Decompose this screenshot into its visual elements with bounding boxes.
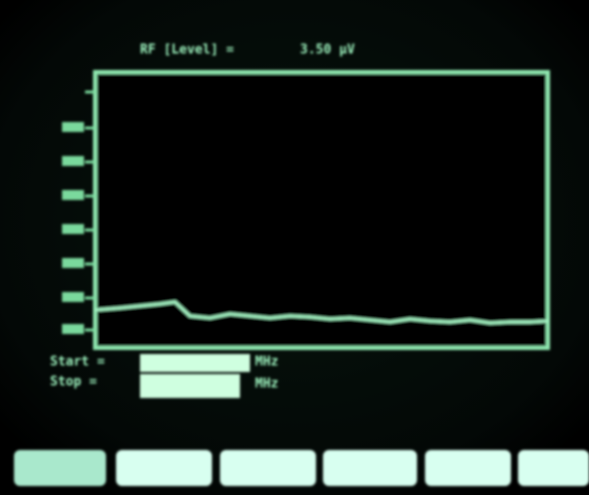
softkey[interactable] <box>518 450 589 486</box>
softkey[interactable] <box>323 450 417 486</box>
start-unit: MHz <box>255 355 278 370</box>
start-field[interactable] <box>140 354 250 372</box>
start-label: Start = <box>50 355 105 370</box>
plot-frame <box>95 72 548 348</box>
softkeys <box>14 450 589 486</box>
header-value: 3.50 µV <box>300 43 355 58</box>
softkey[interactable] <box>220 450 316 486</box>
header-label: RF [Level] = <box>140 43 234 58</box>
page: {"header": {"label": "RF [Level] =", "va… <box>0 0 589 495</box>
softkey[interactable] <box>14 450 106 486</box>
stop-field[interactable] <box>140 374 240 398</box>
stop-label: Stop = <box>50 375 97 390</box>
softkey[interactable] <box>116 450 212 486</box>
screen-photo: RF [Level] = 3.50 µV Start = MHz Stop = … <box>0 0 589 495</box>
stop-unit: MHz <box>255 377 278 392</box>
softkey[interactable] <box>425 450 511 486</box>
